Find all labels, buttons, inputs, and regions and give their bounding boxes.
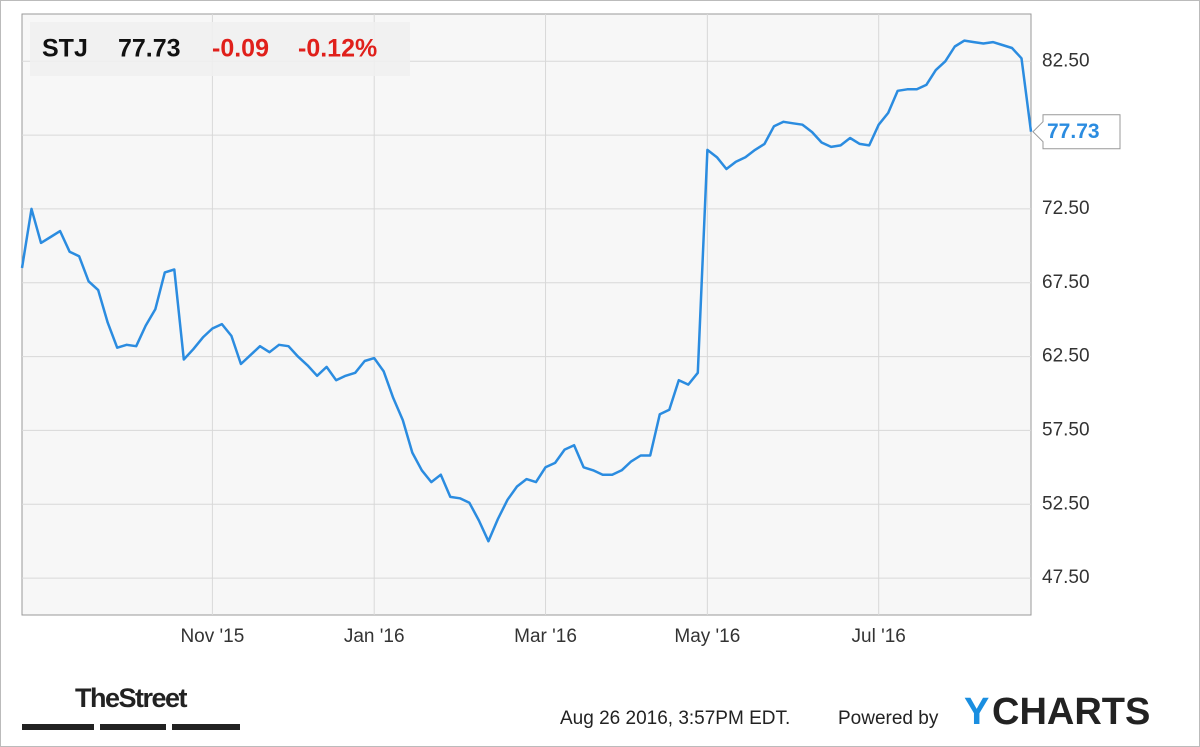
y-tick-label: 62.50 [1042,346,1090,367]
quote-symbol: STJ [42,35,88,63]
price-line [20,39,1033,543]
logo-bar [100,724,166,730]
y-tick-label: 67.50 [1042,272,1090,293]
footer-timestamp: Aug 26 2016, 3:57PM EDT. [560,708,790,729]
logo-bar [22,724,94,730]
y-tick-label: 82.50 [1042,50,1090,71]
x-tick-label: May '16 [674,626,740,647]
x-tick-label: Jan '16 [344,626,405,647]
quote-box [30,22,410,76]
quote-price: 77.73 [118,35,181,63]
footer-logo: TheStreet [75,683,188,713]
x-tick-label: Nov '15 [180,626,244,647]
y-tick-label: 57.50 [1042,419,1090,440]
last-value-label: 77.73 [1047,120,1100,143]
plot-area [21,13,1032,616]
quote-change-pct: -0.12% [298,35,377,63]
y-tick-label: 52.50 [1042,493,1090,514]
x-tick-label: Mar '16 [514,626,577,647]
x-tick-label: Jul '16 [852,626,906,647]
last-value-callout [1032,114,1121,150]
brand: CHARTS [992,691,1150,733]
quote-change: -0.09 [212,35,269,63]
brand-mark: Y [964,691,989,733]
y-tick-label: 72.50 [1042,198,1090,219]
footer-powered-by: Powered by [838,708,939,729]
y-tick-label: 47.50 [1042,567,1090,588]
logo-bar [172,724,240,730]
